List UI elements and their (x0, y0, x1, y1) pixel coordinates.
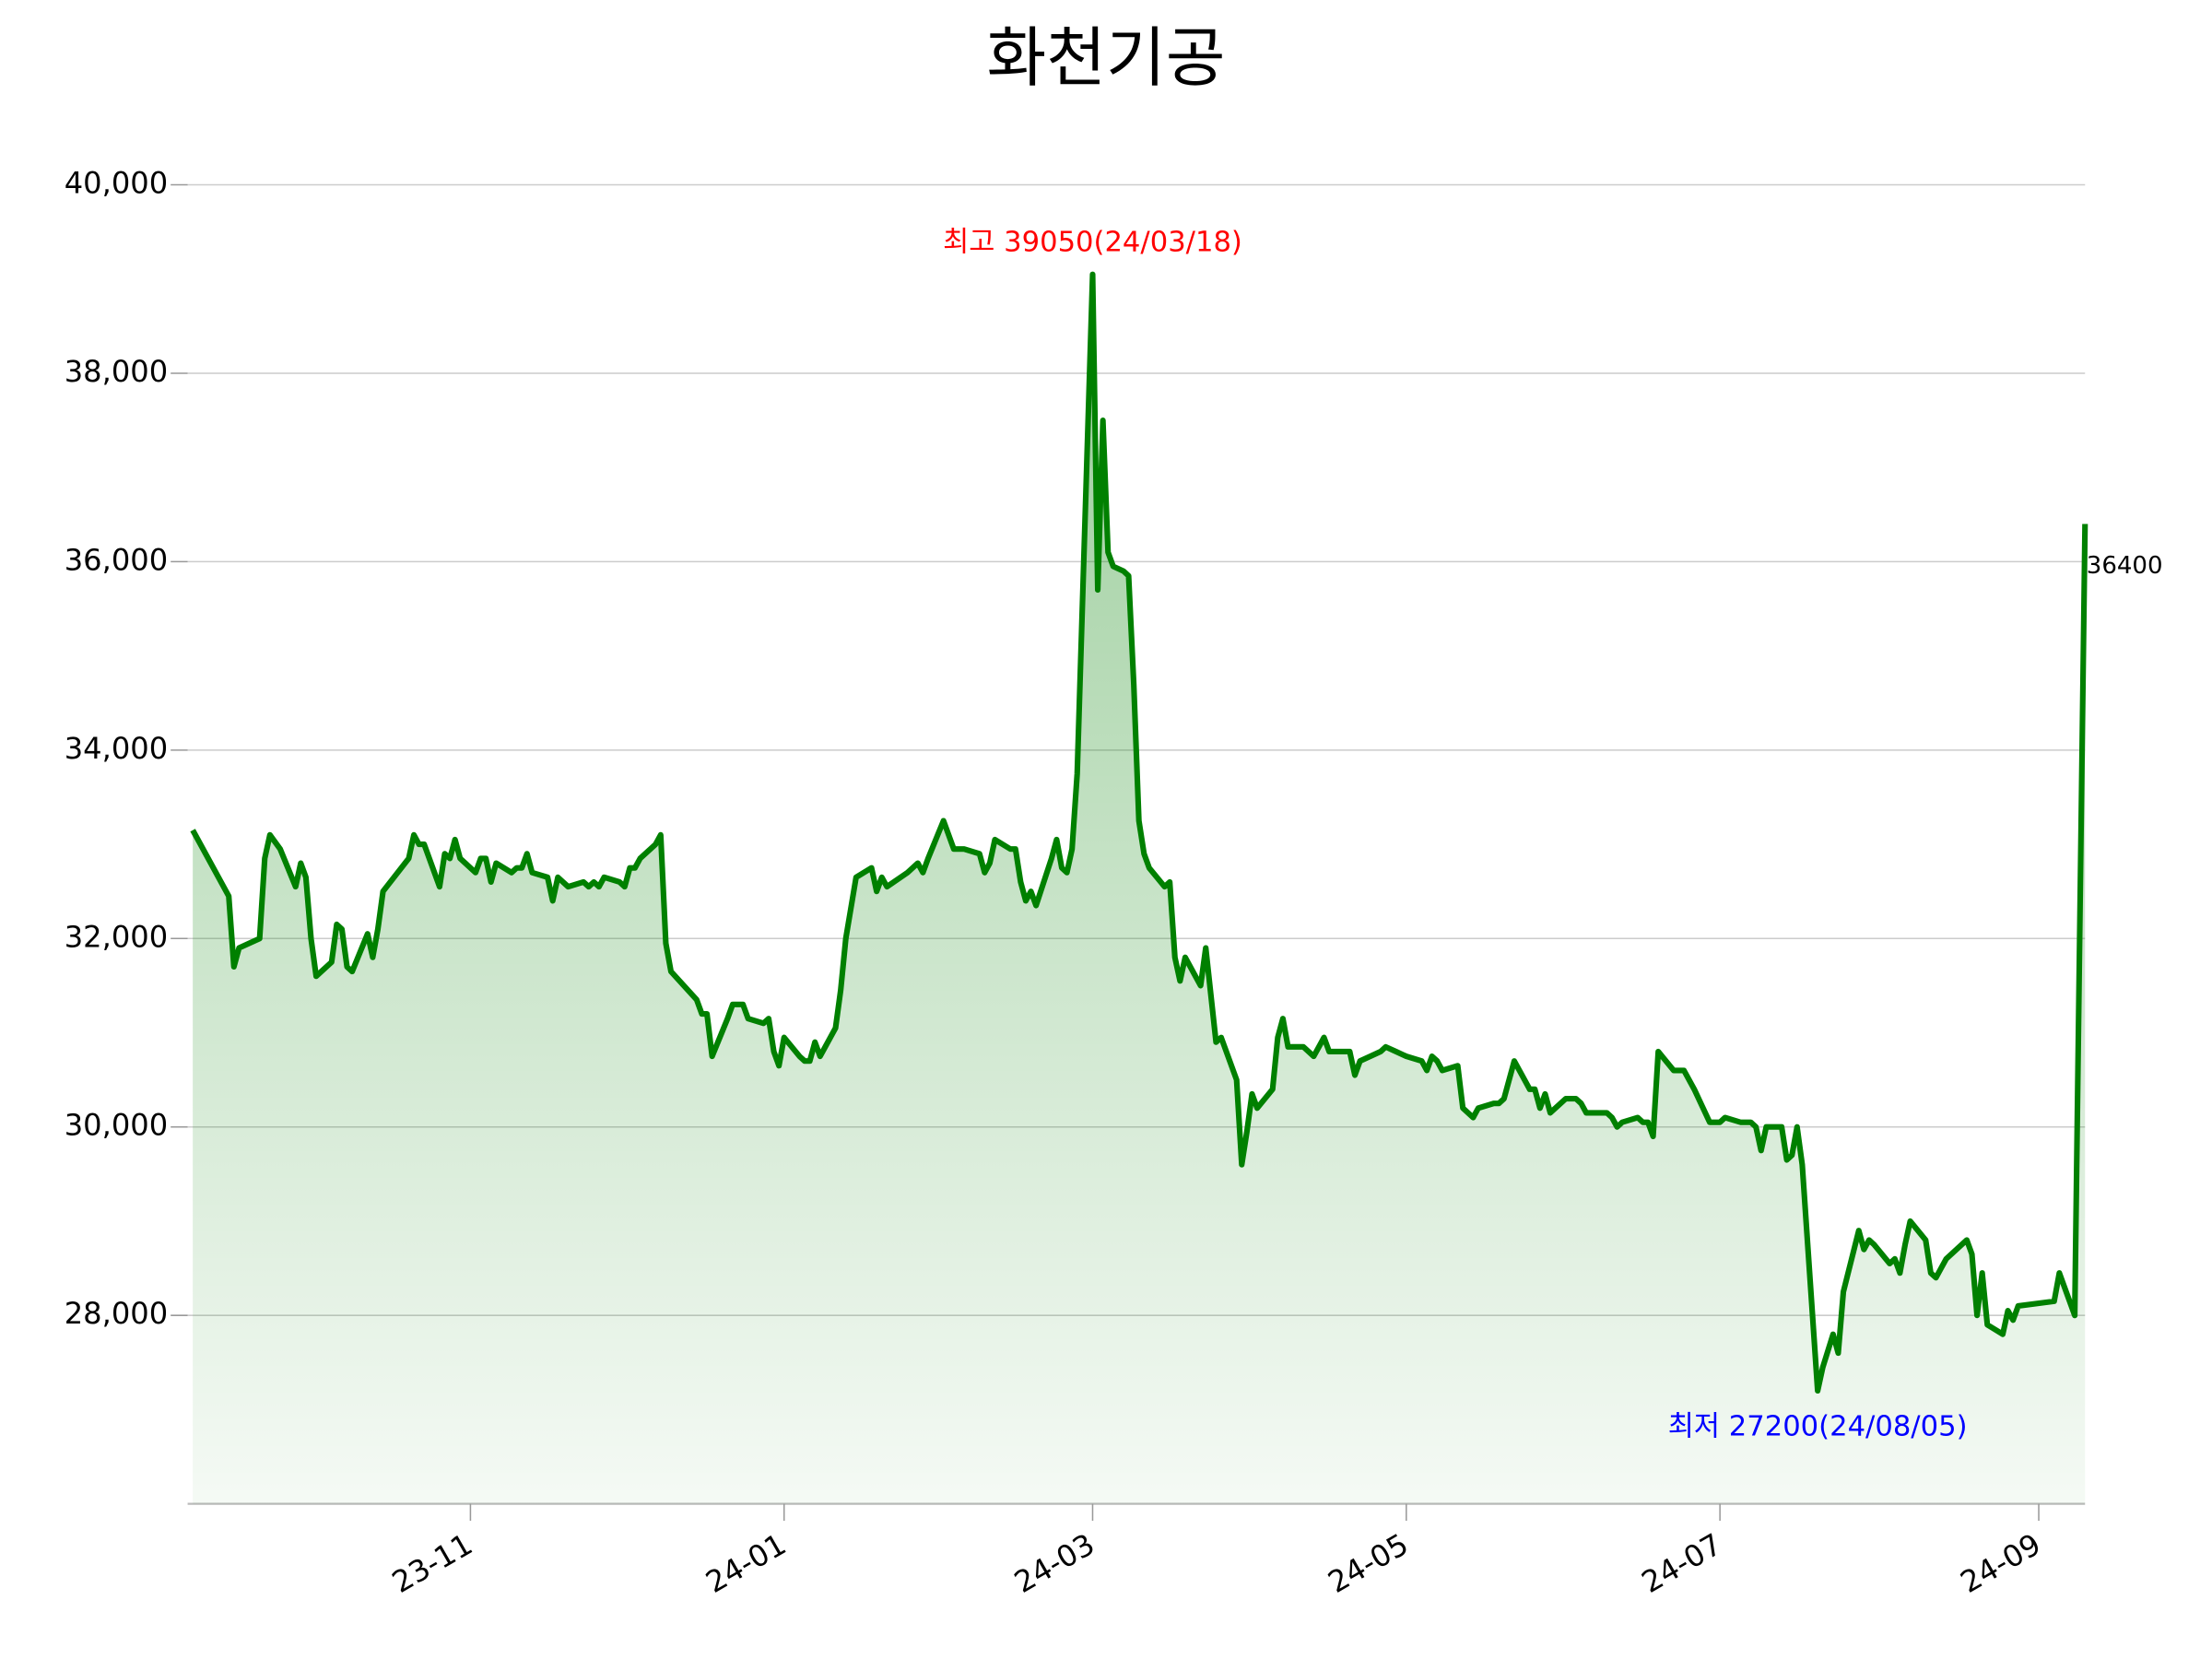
last-value-label: 36400 (2087, 552, 2163, 580)
y-tick-label: 38,000 (65, 354, 168, 389)
y-tick-label: 40,000 (65, 166, 168, 201)
chart-title: 화천기공 (986, 20, 1225, 96)
area (193, 274, 2086, 1504)
y-tick-label: 28,000 (65, 1296, 168, 1331)
price-line (190, 271, 2088, 1394)
y-tick-label: 30,000 (65, 1108, 168, 1143)
x-tick-label: 24-01 (700, 1526, 792, 1600)
x-tick-label: 24-07 (1636, 1526, 1728, 1600)
x-tick-label: 24-09 (1955, 1526, 2047, 1600)
x-tick-label: 23-11 (386, 1526, 478, 1600)
y-tick-label: 36,000 (65, 542, 168, 577)
y-tick-label: 34,000 (65, 731, 168, 766)
annotation: 최고 39050(24/03/18) (943, 226, 1242, 258)
annotation: 최저 27200(24/08/05) (1668, 1410, 1968, 1442)
x-tick-label: 24-05 (1322, 1526, 1414, 1600)
y-tick-label: 32,000 (65, 919, 168, 954)
x-tick-label: 24-03 (1008, 1526, 1100, 1600)
